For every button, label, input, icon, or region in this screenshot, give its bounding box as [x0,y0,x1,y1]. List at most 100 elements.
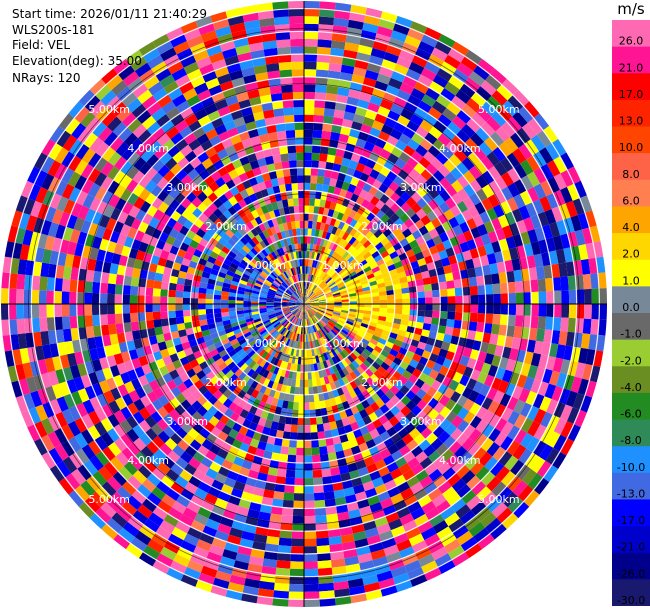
velocity-cell [160,546,177,561]
velocity-cell [110,207,122,221]
velocity-cell [344,494,357,505]
velocity-cell [64,473,81,490]
velocity-cell [266,412,275,422]
velocity-cell [338,285,347,291]
velocity-cell [239,279,248,286]
velocity-cell [322,335,329,344]
velocity-cell [311,301,320,304]
velocity-cell [470,304,479,314]
velocity-cell [139,394,152,408]
velocity-cell [339,270,347,278]
velocity-cell [294,114,304,123]
velocity-cell [223,323,232,330]
velocity-cell [221,365,231,375]
velocity-cell [560,169,574,187]
colorbar-unit: m/s [617,0,645,18]
velocity-cell [273,349,280,358]
velocity-cell [285,338,291,347]
velocity-cell [329,421,338,430]
velocity-cell [122,294,131,304]
velocity-cell [339,526,353,536]
velocity-cell [296,318,301,326]
velocity-cell [1,288,9,304]
velocity-cell [349,380,358,390]
velocity-cell [275,567,291,577]
velocity-cell [397,169,409,181]
velocity-cell [304,114,314,123]
velocity-cell [364,296,373,301]
velocity-cell [304,304,310,310]
velocity-cell [15,395,29,413]
velocity-cell [88,182,101,198]
velocity-cell [304,515,316,524]
velocity-cell [321,317,329,324]
velocity-cell [323,247,329,256]
velocity-cell [445,184,458,198]
velocity-cell [237,316,246,322]
velocity-cell [537,316,547,330]
velocity-cell [96,346,107,359]
velocity-cell [326,444,336,454]
velocity-cell [336,212,345,221]
velocity-cell [258,296,267,301]
velocity-cell [169,397,181,409]
velocity-cell [546,431,561,448]
velocity-cell [469,349,480,361]
velocity-cell [313,276,318,284]
velocity-cell [198,292,207,299]
velocity-cell [11,210,24,228]
velocity-cell [249,501,262,512]
velocity-cell [514,281,524,293]
velocity-cell [116,332,127,344]
velocity-cell [513,269,523,282]
velocity-cell [464,543,483,559]
velocity-cell [399,82,415,95]
velocity-cell [421,500,437,514]
velocity-cell [401,314,410,321]
velocity-cell [333,412,342,422]
velocity-cell [327,208,335,218]
velocity-cell [314,99,326,109]
velocity-cell [330,348,338,357]
velocity-cell [347,414,357,425]
velocity-cell [371,349,381,358]
velocity-cell [49,250,60,265]
velocity-cell [338,464,350,475]
velocity-cell [315,530,329,539]
velocity-cell [304,304,311,308]
velocity-cell [304,546,318,554]
velocity-cell [207,486,221,498]
velocity-cell [478,451,493,467]
velocity-cell [362,348,372,357]
velocity-cell [533,253,544,268]
velocity-cell [367,276,377,283]
velocity-cell [132,424,146,438]
velocity-cell [304,300,311,304]
velocity-cell [588,257,598,274]
velocity-cell [451,403,463,416]
velocity-cell [289,306,298,311]
velocity-cell [545,447,560,465]
velocity-cell [527,229,539,244]
velocity-cell [282,309,291,314]
velocity-cell [272,154,282,164]
velocity-cell [429,275,439,284]
velocity-cell [283,392,290,402]
velocity-cell [159,249,170,260]
velocity-cell [190,344,201,354]
velocity-cell [400,191,412,203]
velocity-cell [311,302,320,304]
velocity-cell [126,340,136,352]
velocity-cell [280,327,287,335]
velocity-cell [294,213,300,222]
velocity-cell [123,275,132,286]
velocity-cell [420,382,432,394]
velocity-cell [333,296,342,300]
velocity-cell [255,526,269,536]
velocity-cell [318,308,326,313]
velocity-cell [319,199,327,208]
velocity-cell [424,255,434,265]
velocity-cell [282,308,290,313]
velocity-cell [227,266,237,274]
velocity-cell [395,15,413,29]
